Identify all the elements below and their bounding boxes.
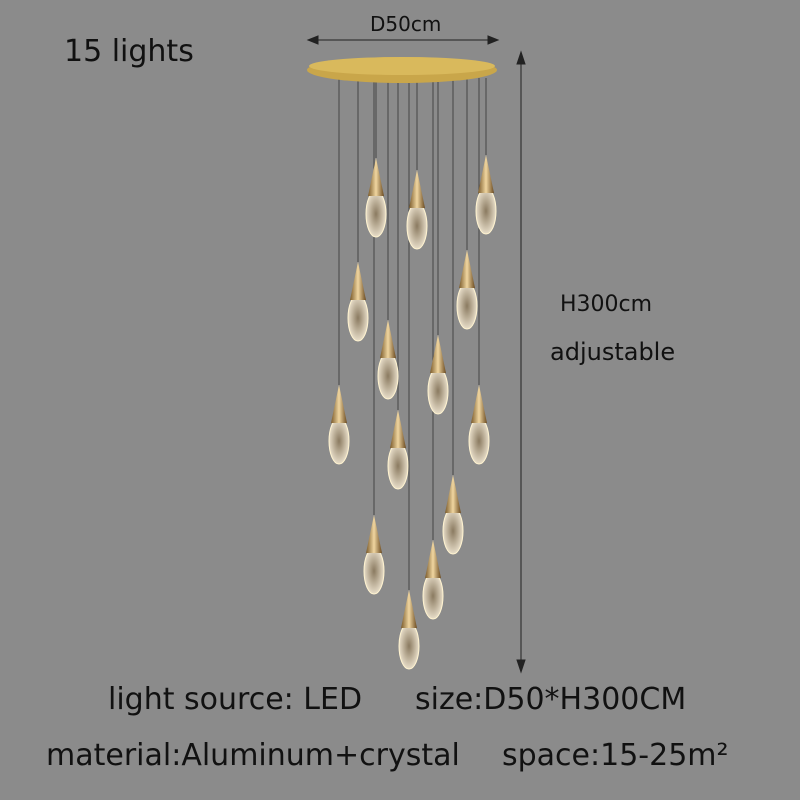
- crystal-pendant: [377, 320, 399, 400]
- spec-space: space:15-25m²: [502, 738, 729, 773]
- pendant-cone: [350, 262, 366, 300]
- crystal-pendant: [347, 262, 369, 342]
- crystal-pendant: [365, 158, 387, 238]
- pendant-cone: [380, 320, 396, 358]
- pendant-crystal: [406, 202, 428, 250]
- pendant-crystal: [468, 417, 490, 465]
- crystal-pendant: [398, 590, 420, 670]
- crystal-pendant: [427, 335, 449, 415]
- ceiling-canopy-highlight: [309, 57, 495, 75]
- pendant-cone: [331, 385, 347, 423]
- crystal-pendant: [363, 515, 385, 595]
- pendant-cone: [471, 385, 487, 423]
- height-label: H300cm: [560, 292, 653, 317]
- pendant-crystal: [422, 572, 444, 620]
- pendant-cone: [430, 335, 446, 373]
- pendant-crystal: [442, 507, 464, 555]
- height-dimension-arrow: [516, 50, 526, 674]
- pendant-crystal: [398, 622, 420, 670]
- pendant-cone: [366, 515, 382, 553]
- crystal-pendant: [475, 155, 497, 235]
- pendant-crystal: [456, 282, 478, 330]
- crystal-pendant: [442, 475, 464, 555]
- pendant-cone: [368, 158, 384, 196]
- pendant-cone: [478, 155, 494, 193]
- crystal-pendant: [422, 540, 444, 620]
- crystal-pendant: [387, 410, 409, 490]
- crystal-pendant: [406, 170, 428, 250]
- crystal-pendant: [456, 250, 478, 330]
- pendant-crystal: [365, 190, 387, 238]
- spec-light-source: light source: LED: [108, 682, 363, 717]
- crystal-pendant: [468, 385, 490, 465]
- pendant-crystal: [427, 367, 449, 415]
- diameter-dimension-arrow: [306, 35, 500, 45]
- spec-size: size:D50*H300CM: [415, 682, 687, 717]
- pendant-cone: [401, 590, 417, 628]
- light-count-label: 15 lights: [64, 34, 194, 69]
- pendant-cone: [425, 540, 441, 578]
- pendant-crystal: [387, 442, 409, 490]
- pendant-cone: [409, 170, 425, 208]
- pendant-crystal: [475, 187, 497, 235]
- spec-material: material:Aluminum+crystal: [46, 738, 460, 773]
- crystal-pendant: [328, 385, 350, 465]
- pendant-crystal: [363, 547, 385, 595]
- pendant-crystal: [347, 294, 369, 342]
- pendant-crystal: [328, 417, 350, 465]
- diameter-label: D50cm: [370, 12, 442, 36]
- pendant-cone: [459, 250, 475, 288]
- pendant-cone: [445, 475, 461, 513]
- pendant-cone: [390, 410, 406, 448]
- height-adjustable-note: adjustable: [550, 338, 676, 366]
- pendant-crystal: [377, 352, 399, 400]
